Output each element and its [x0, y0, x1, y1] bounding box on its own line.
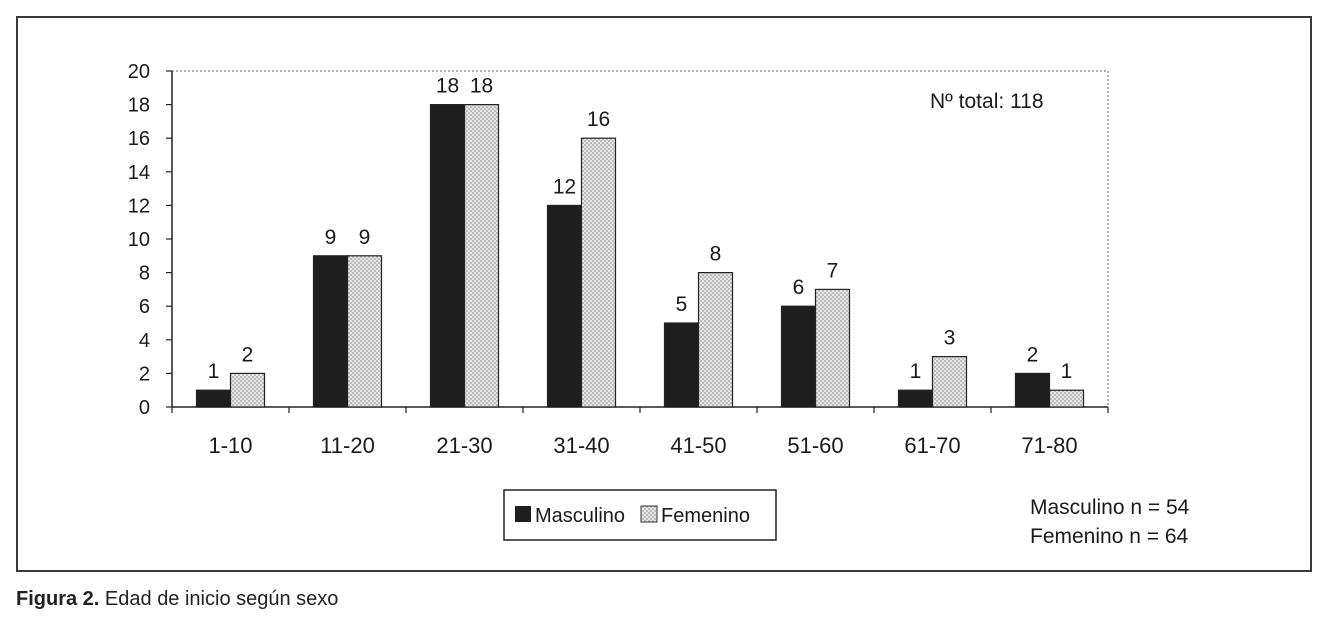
data-label-femenino: 3 [944, 327, 956, 350]
x-tick-label: 11-20 [320, 433, 375, 458]
bar-femenino-31-40 [580, 137, 617, 408]
sample-size-femenino: Femenino n = 64 [1030, 525, 1189, 548]
data-label-masculino: 1 [910, 360, 922, 383]
data-label-masculino: 1 [208, 360, 220, 383]
bar-masculino-11-20 [312, 255, 349, 408]
bar-masculino-21-30 [429, 103, 466, 408]
figure-title: Edad de inicio según sexo [104, 588, 339, 610]
y-tick-label: 0 [139, 397, 150, 419]
legend: Masculino Femenino [503, 489, 777, 541]
sample-size-masculino: Masculino n = 54 [1030, 496, 1190, 519]
x-tick-label: 31-40 [553, 433, 609, 458]
legend-label-masculino: Masculino [535, 505, 625, 527]
data-label-femenino: 1 [1061, 360, 1073, 383]
x-axis: 1-10 11-20 21-30 31-40 41-50 51-60 61-70 71-80 [171, 406, 1109, 458]
data-label-masculino: 12 [553, 175, 576, 198]
bar-masculino-61-70 [897, 389, 934, 408]
y-tick-label: 4 [139, 330, 150, 352]
plot-area [171, 70, 1109, 408]
data-label-femenino: 2 [242, 343, 254, 366]
y-axis: 0 2 4 6 8 10 12 14 16 18 20 [128, 61, 173, 419]
data-label-femenino: 16 [587, 108, 610, 131]
data-label-femenino: 7 [827, 259, 839, 282]
legend-box [503, 489, 777, 541]
bar-masculino-51-60 [780, 305, 817, 408]
x-tick-label: 41-50 [670, 433, 726, 458]
figure-label: Figura 2. [16, 588, 100, 610]
bar-femenino-41-50 [697, 272, 734, 408]
bar-femenino-11-20 [346, 255, 383, 408]
bar-femenino-21-30 [463, 103, 500, 408]
x-tick-label: 61-70 [904, 433, 960, 458]
x-tick-label: 21-30 [436, 433, 492, 458]
plot-border [171, 70, 1109, 408]
x-tick-label: 1-10 [208, 433, 252, 458]
y-tick-label: 6 [139, 296, 150, 318]
bar-femenino-51-60 [814, 288, 851, 408]
y-tick-label: 16 [128, 128, 150, 150]
chart-frame [16, 16, 1312, 572]
data-label-femenino: 18 [470, 75, 493, 98]
bars [195, 103, 1085, 408]
x-tick-label: 51-60 [787, 433, 843, 458]
data-label-femenino: 8 [710, 243, 722, 266]
y-tick-label: 8 [139, 263, 150, 285]
legend-swatch-femenino [640, 505, 658, 523]
x-tick-label: 71-80 [1021, 433, 1077, 458]
legend-swatch-masculino [515, 506, 531, 522]
data-label-femenino: 9 [359, 226, 371, 249]
y-tick-label: 20 [128, 61, 150, 83]
bar-masculino-1-10 [195, 389, 232, 408]
bar-masculino-71-80 [1014, 372, 1051, 408]
total-annotation: Nº total: 118 [930, 90, 1044, 113]
bar-femenino-1-10 [229, 372, 266, 408]
bar-femenino-61-70 [931, 356, 968, 408]
data-label-masculino: 9 [325, 226, 337, 249]
bar-masculino-41-50 [663, 322, 700, 408]
y-tick-label: 18 [128, 95, 150, 117]
data-label-masculino: 6 [793, 276, 805, 299]
y-tick-label: 2 [139, 363, 150, 385]
y-tick-label: 10 [128, 229, 150, 251]
legend-label-femenino: Femenino [661, 505, 750, 527]
data-label-masculino: 18 [436, 75, 459, 98]
figure-caption: Figura 2. Edad de inicio según sexo [16, 588, 338, 611]
data-label-masculino: 2 [1027, 343, 1039, 366]
bar-masculino-31-40 [546, 204, 583, 408]
bar-femenino-71-80 [1048, 389, 1085, 408]
data-label-masculino: 5 [676, 293, 688, 316]
y-tick-label: 14 [128, 162, 150, 184]
y-tick-label: 12 [128, 195, 150, 217]
